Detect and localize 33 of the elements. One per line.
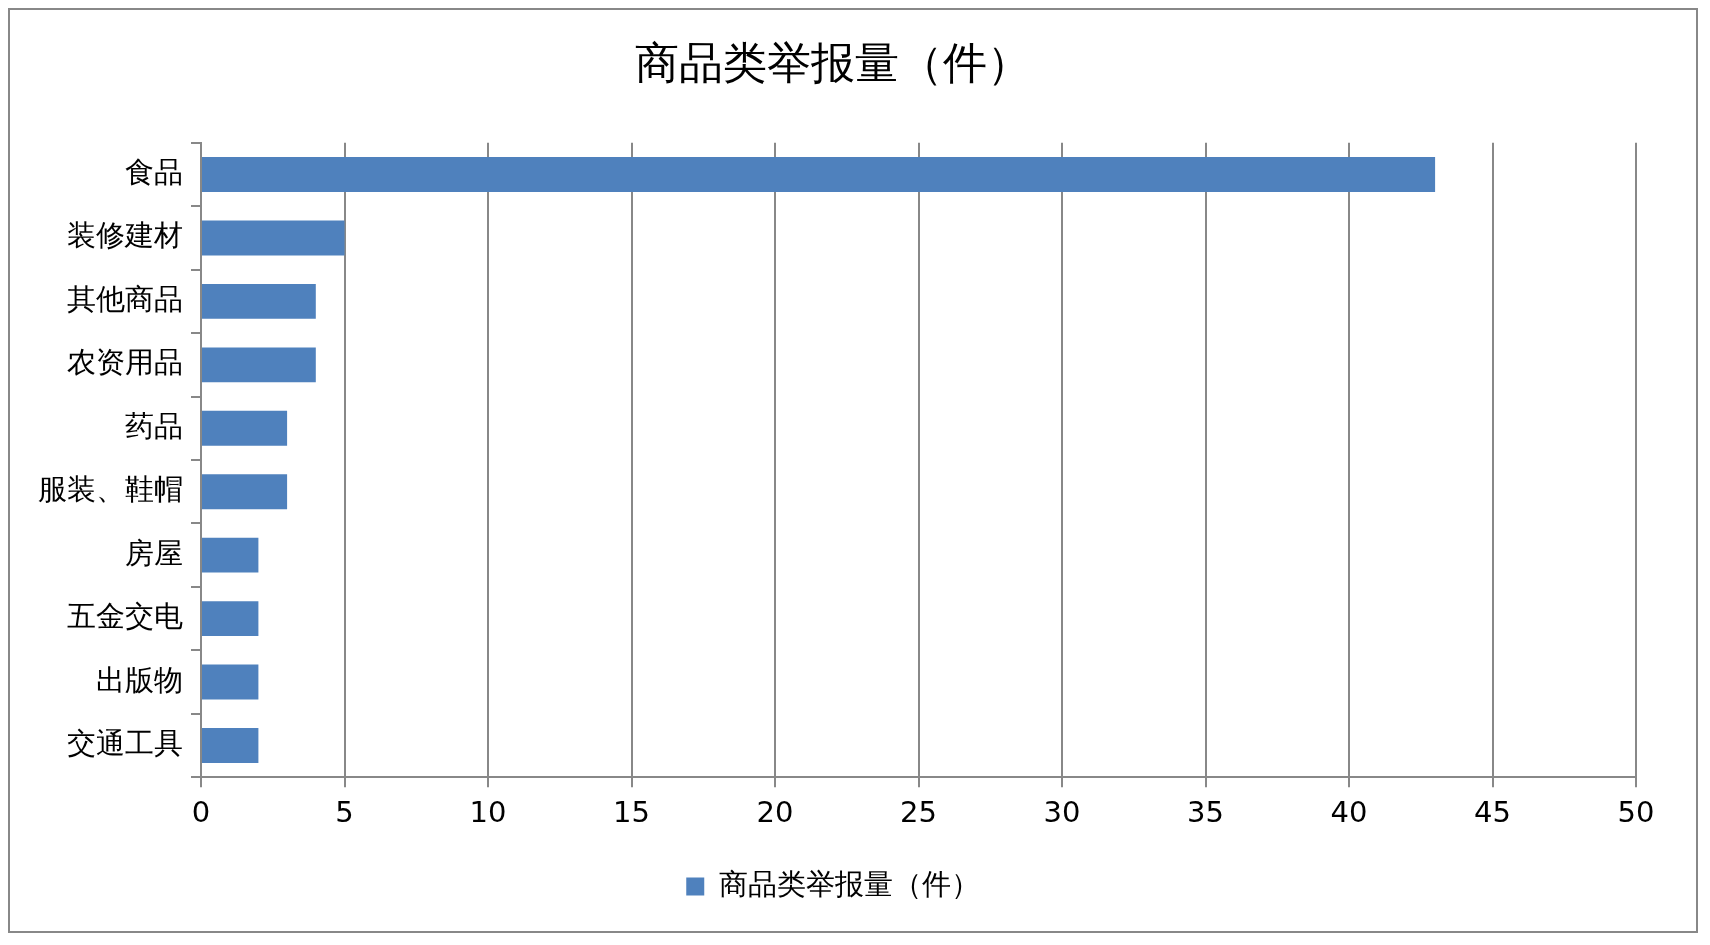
bar [202, 474, 288, 510]
chart-title: 商品类举报量（件） [635, 36, 1031, 88]
bar [202, 537, 259, 573]
bar [202, 601, 259, 637]
x-tick-label: 25 [900, 795, 937, 830]
y-tick-label: 药品 [125, 408, 183, 443]
bar [202, 220, 345, 256]
x-tick-label: 35 [1187, 795, 1224, 830]
legend-label: 商品类举报量（件） [718, 867, 980, 902]
y-tick-label: 房屋 [125, 535, 183, 570]
x-tick-label: 0 [191, 795, 211, 830]
bar [202, 728, 259, 763]
x-tick-label: 5 [335, 795, 354, 830]
y-tick-label: 出版物 [96, 662, 183, 697]
x-tick-label: 40 [1330, 795, 1368, 830]
x-tick-label: 45 [1474, 795, 1511, 830]
x-tick-label: 10 [469, 795, 507, 830]
bar [202, 410, 288, 446]
y-tick-label: 农资用品 [67, 345, 183, 380]
bar [202, 157, 1436, 192]
bar [202, 664, 259, 700]
bar [202, 283, 316, 319]
y-tick-label: 食品 [125, 155, 183, 190]
y-tick-label: 交通工具 [67, 726, 183, 761]
x-tick-label: 30 [1043, 795, 1081, 830]
y-tick-label: 五金交电 [67, 599, 183, 634]
y-tick-label: 装修建材 [67, 218, 183, 253]
bar [202, 347, 316, 383]
y-tick-label: 服装、鞋帽 [38, 472, 183, 507]
x-tick-label: 50 [1617, 795, 1655, 830]
x-tick-label: 20 [756, 795, 794, 830]
x-tick-label: 15 [613, 795, 650, 830]
y-tick-label: 其他商品 [67, 281, 183, 316]
